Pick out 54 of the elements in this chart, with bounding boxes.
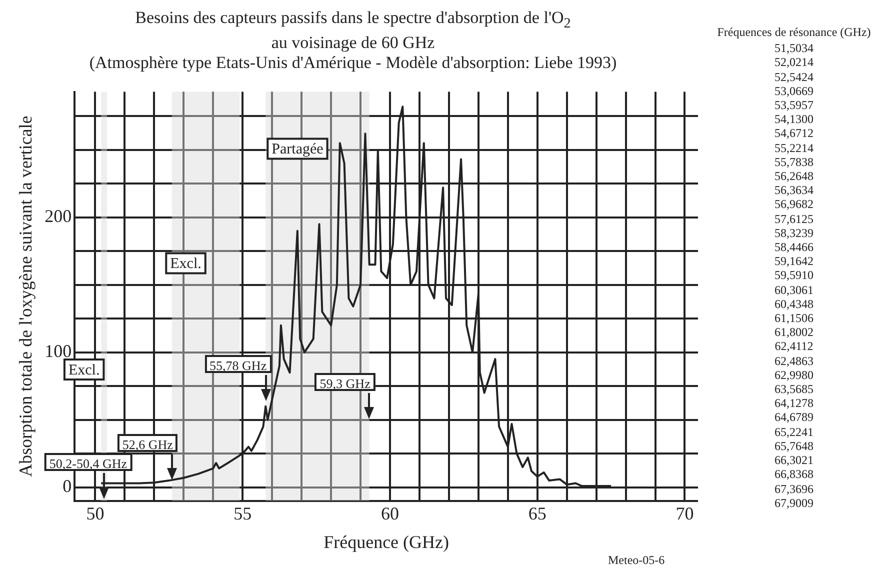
text: 65,7648 — [774, 438, 814, 454]
x-tick-label: 60 — [380, 503, 399, 524]
y-tick-label: 200 — [44, 206, 72, 226]
band-label: Excl. — [68, 362, 100, 378]
text: 60,3061 — [774, 282, 814, 297]
text: 55,7838 — [774, 154, 814, 170]
x-tick-label: 65 — [528, 503, 546, 524]
text: 63,5685 — [774, 382, 814, 396]
x-axis-title: Fréquence (GHz) — [324, 532, 450, 552]
text: 59,5910 — [774, 268, 814, 283]
x-tick-label: 50 — [86, 503, 104, 524]
text: 57,6125 — [774, 212, 814, 226]
text: 61,8002 — [774, 325, 814, 340]
text: 56,3634 — [774, 183, 814, 198]
y-axis-title: Absorption totale de l'oxygène suivant la verticale — [16, 116, 36, 477]
text: 54,1300 — [774, 112, 814, 126]
text: 53,5957 — [774, 98, 814, 112]
text: Fréquences de résonance (GHz) — [716, 25, 872, 40]
band-label: Partagée — [272, 142, 324, 158]
text: 62,9980 — [774, 368, 814, 382]
text: 58,3239 — [774, 226, 814, 240]
text: 64,6789 — [774, 410, 814, 425]
text: 56,9682 — [774, 197, 814, 212]
text: 60,4348 — [774, 296, 814, 312]
y-tick-label: 0 — [62, 476, 72, 496]
text: 66,3021 — [774, 453, 814, 468]
annotation: 50,2-50,4 GHz — [44, 453, 132, 472]
text: 54,6712 — [774, 126, 814, 141]
annotation: 52,6 GHz — [117, 434, 178, 452]
band-label: Excl. — [170, 256, 202, 272]
text: 59,1642 — [774, 254, 814, 268]
text: 55,2214 — [774, 140, 814, 155]
text: 61,1506 — [774, 311, 814, 326]
text: 66,8368 — [774, 467, 814, 482]
text: 52,0214 — [774, 55, 814, 70]
text: 53,0669 — [774, 84, 814, 98]
y-tick-label: 100 — [44, 341, 72, 362]
text: 64,1278 — [774, 396, 814, 410]
text: 67,3696 — [774, 482, 814, 496]
chart-title: Besoins des capteurs passifs dans le spectre d'absorption de l'O$_{2}$ au voisinage de 60 GHz — [135, 8, 571, 52]
text: 56,2648 — [774, 169, 814, 184]
text: 62,4112 — [774, 339, 814, 354]
text: 62,4863 — [774, 354, 814, 368]
chart-subtitle: (Atmosphère type Etats-Unis d'Amérique - Modèle d'absorption: Liebe 1993) — [88, 53, 618, 74]
text: 52,5424 — [774, 70, 814, 84]
text: 65,2241 — [774, 424, 814, 439]
x-tick-label: 70 — [676, 503, 694, 524]
annotation: 55,78 GHz — [204, 354, 272, 373]
text: 58,4466 — [774, 240, 814, 254]
text: 51,5034 — [774, 41, 814, 56]
text: 67,9009 — [774, 496, 814, 510]
annotation: 59,3 GHz — [314, 373, 376, 391]
text: Meteo-05-6 — [608, 553, 665, 568]
x-tick-label: 55 — [234, 503, 252, 524]
